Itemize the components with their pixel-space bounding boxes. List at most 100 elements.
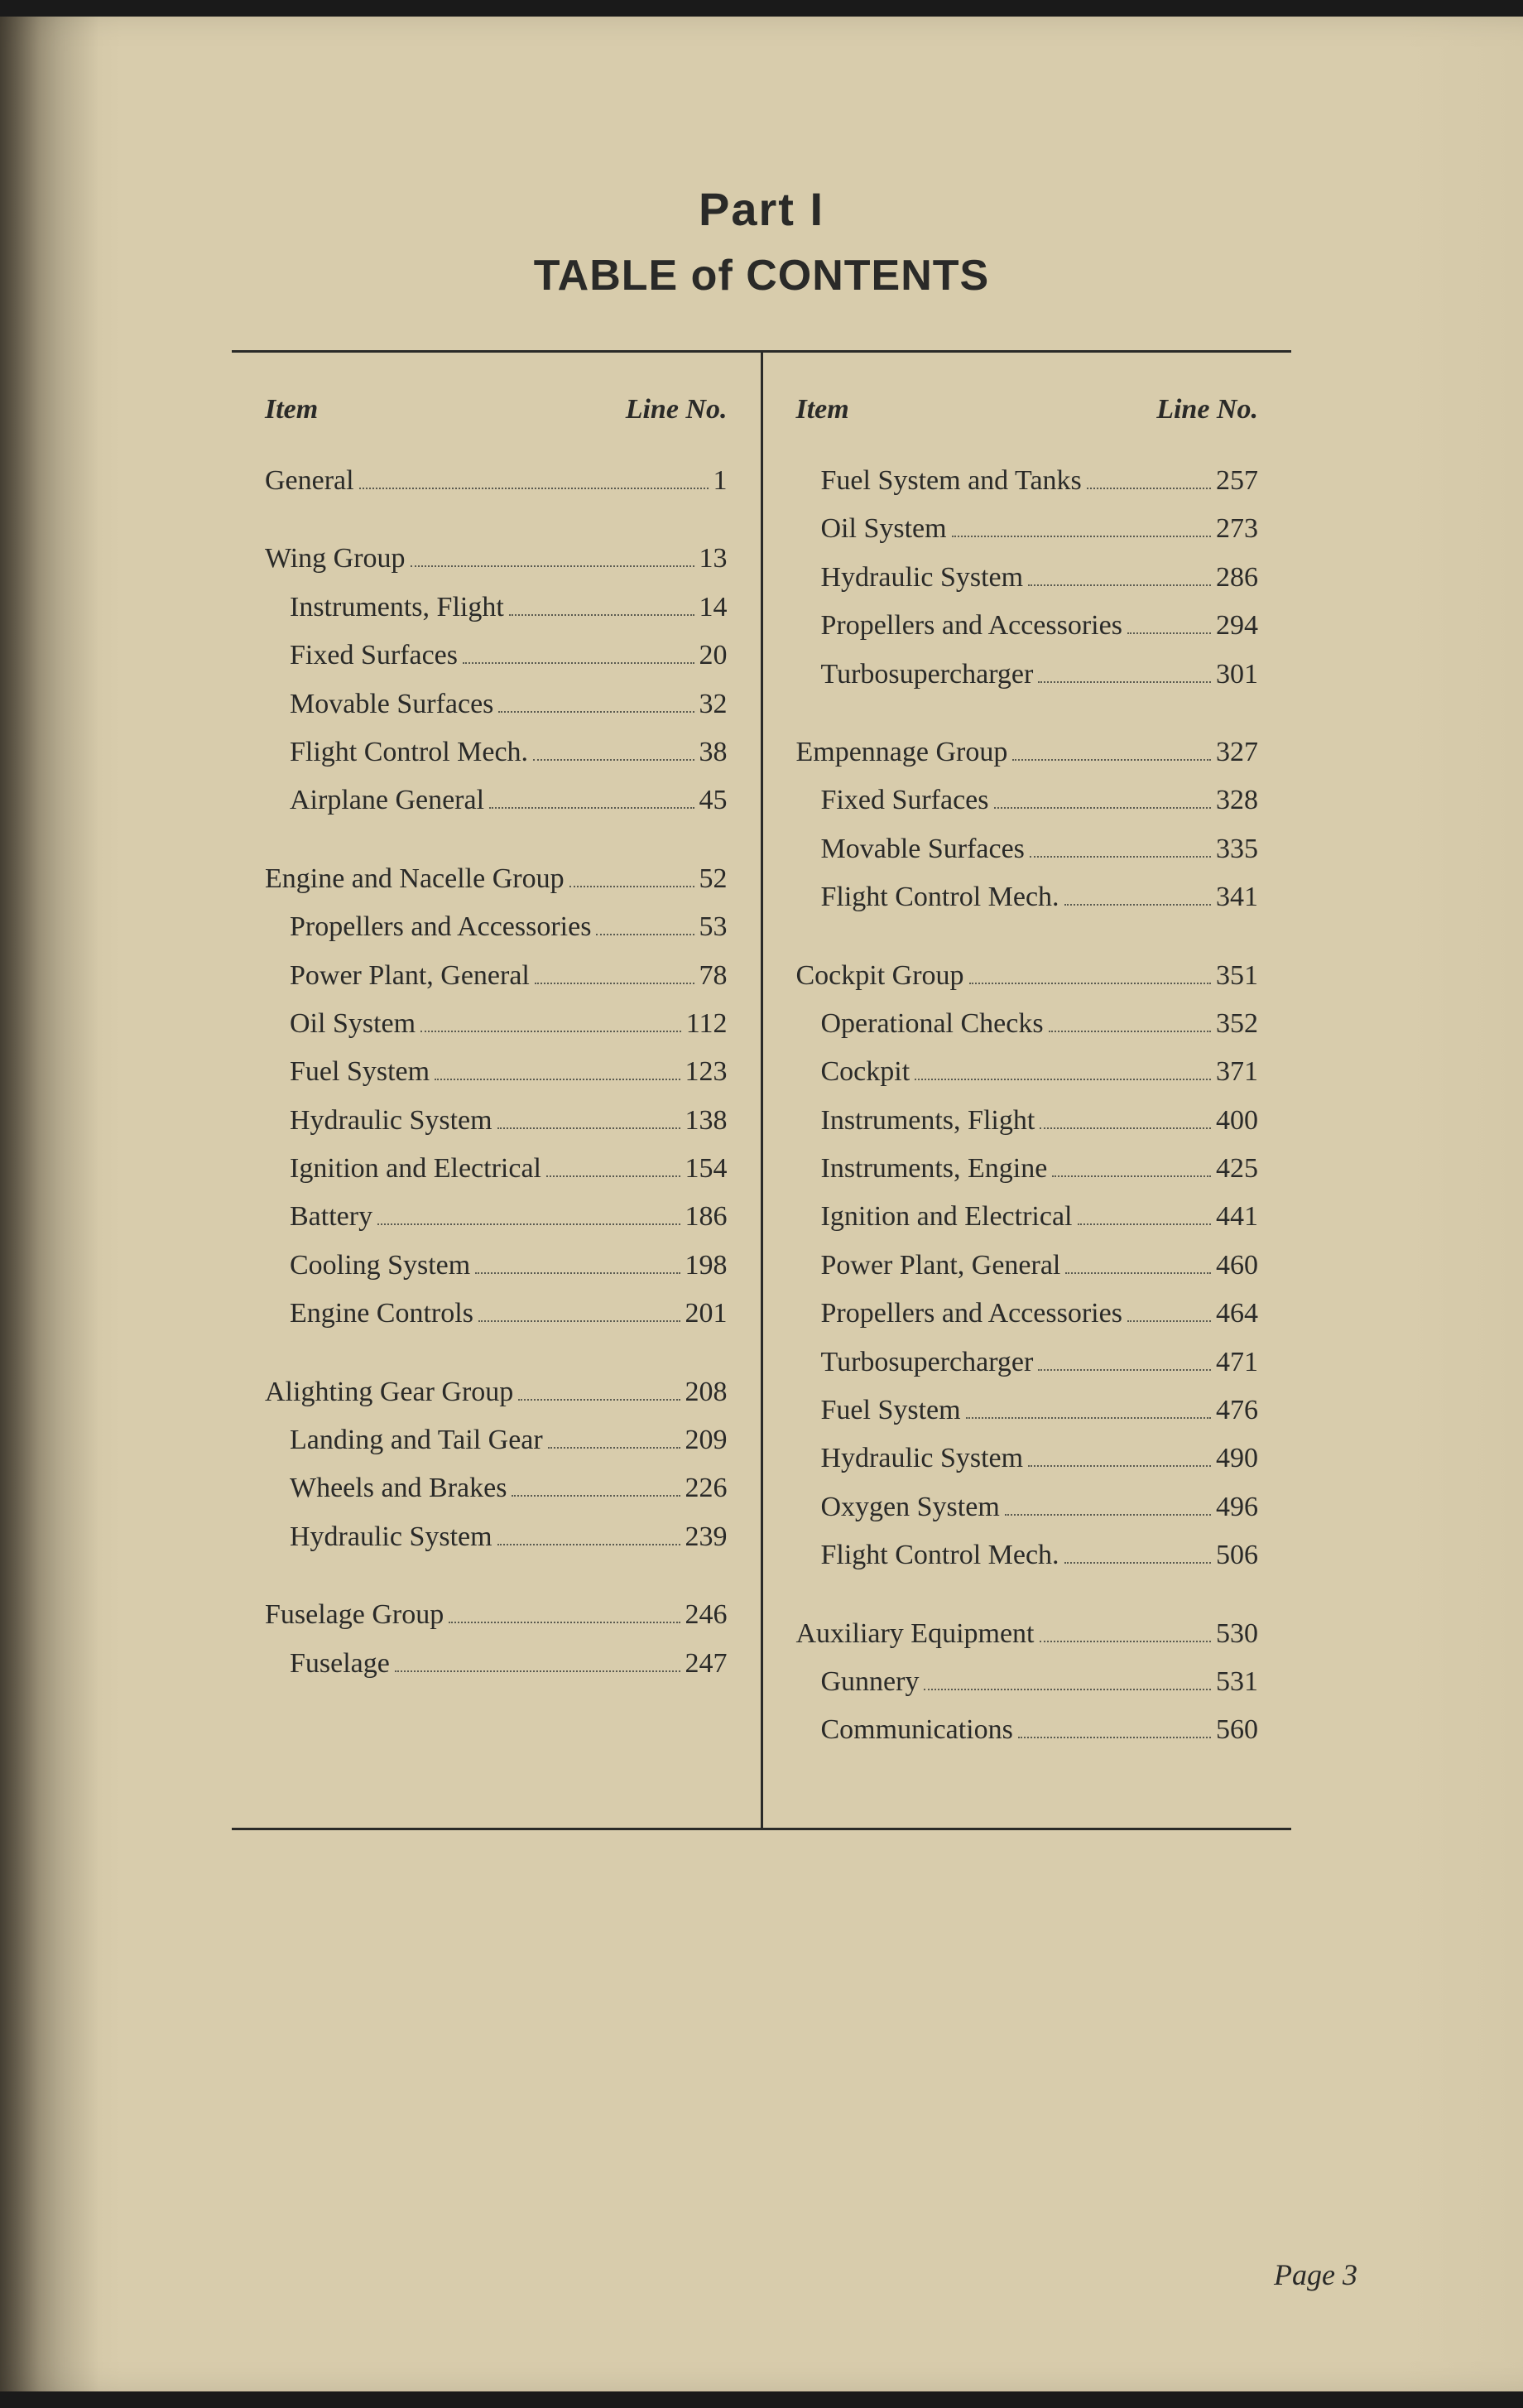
toc-entry-number: 52 bbox=[699, 857, 728, 901]
toc-entry-label: General bbox=[265, 459, 354, 503]
toc-entry-label: Engine and Nacelle Group bbox=[265, 857, 565, 901]
toc-leader-dots bbox=[533, 759, 694, 761]
toc-leader-dots bbox=[518, 1399, 680, 1401]
spine-shadow bbox=[0, 17, 99, 2391]
toc-entry-label: Flight Control Mech. bbox=[821, 875, 1059, 920]
toc-entry-number: 201 bbox=[685, 1291, 728, 1336]
toc-entry: Engine Controls201 bbox=[265, 1291, 728, 1336]
toc-entry-number: 560 bbox=[1216, 1708, 1258, 1752]
toc-entry: Cooling System 198 bbox=[265, 1243, 728, 1288]
toc-entry-number: 198 bbox=[685, 1243, 728, 1288]
toc-entry-label: Fuselage bbox=[290, 1641, 390, 1686]
toc-entry: Instruments, Flight14 bbox=[265, 585, 728, 630]
toc-entry: Oil System112 bbox=[265, 1002, 728, 1046]
toc-leader-dots bbox=[1052, 1175, 1211, 1177]
toc-entry: Movable Surfaces 335 bbox=[796, 827, 1259, 872]
toc-entry: Flight Control Mech.506 bbox=[796, 1533, 1259, 1578]
toc-entry-label: Ignition and Electrical bbox=[290, 1146, 541, 1191]
toc-entry: Turbosupercharger471 bbox=[796, 1340, 1259, 1385]
toc-leader-dots bbox=[377, 1223, 680, 1225]
document-page: Part I TABLE of CONTENTS Item Line No. G… bbox=[0, 17, 1523, 2391]
toc-entry-number: 496 bbox=[1216, 1485, 1258, 1530]
toc-entry-number: 38 bbox=[699, 730, 728, 775]
toc-entry: Propellers and Accessories294 bbox=[796, 603, 1259, 648]
toc-entry: Power Plant, General 460 bbox=[796, 1243, 1259, 1288]
toc-entry-label: Fuel System bbox=[290, 1050, 430, 1094]
toc-entry-number: 32 bbox=[699, 682, 728, 727]
toc-leader-dots bbox=[1028, 1465, 1211, 1467]
toc-entry: Battery186 bbox=[265, 1194, 728, 1239]
toc-entry-label: Hydraulic System bbox=[290, 1515, 492, 1560]
toc-leader-dots bbox=[475, 1272, 680, 1274]
toc-entry-label: Airplane General bbox=[290, 778, 484, 823]
toc-entry: Flight Control Mech.38 bbox=[265, 730, 728, 775]
toc-leader-dots bbox=[512, 1495, 680, 1497]
toc-entry-label: Fuel System and Tanks bbox=[821, 459, 1082, 503]
toc-entry: Wing Group13 bbox=[265, 536, 728, 581]
toc-entry: Hydraulic System138 bbox=[265, 1098, 728, 1143]
toc-entry: Hydraulic System 286 bbox=[796, 555, 1259, 600]
toc-entry-number: 352 bbox=[1216, 1002, 1258, 1046]
toc-entry: Fuselage247 bbox=[265, 1641, 728, 1686]
toc-entry-number: 506 bbox=[1216, 1533, 1258, 1578]
toc-entry: Flight Control Mech.341 bbox=[796, 875, 1259, 920]
toc-leader-dots bbox=[596, 934, 694, 935]
toc-entry: Hydraulic System 490 bbox=[796, 1436, 1259, 1481]
toc-entry-number: 112 bbox=[686, 1002, 728, 1046]
toc-leader-dots bbox=[497, 1127, 680, 1129]
toc-leader-dots bbox=[546, 1175, 680, 1177]
toc-entry-number: 123 bbox=[685, 1050, 728, 1094]
toc-leader-dots bbox=[1087, 488, 1211, 489]
toc-leader-dots bbox=[915, 1079, 1211, 1080]
toc-section: Fuselage Group 246Fuselage247 bbox=[265, 1593, 728, 1686]
toc-entry: Fuel System and Tanks257 bbox=[796, 459, 1259, 503]
toc-entry-label: Fuselage Group bbox=[265, 1593, 444, 1637]
toc-leader-dots bbox=[478, 1320, 680, 1322]
toc-entry-number: 226 bbox=[685, 1466, 728, 1511]
toc-entry-label: Cooling System bbox=[290, 1243, 470, 1288]
toc-entry-label: Propellers and Accessories bbox=[821, 1291, 1122, 1336]
toc-entry: Fuel System 123 bbox=[265, 1050, 728, 1094]
toc-entry: Propellers and Accessories53 bbox=[265, 905, 728, 949]
toc-entry-label: Movable Surfaces bbox=[821, 827, 1025, 872]
toc-entry-label: Turbosupercharger bbox=[821, 652, 1034, 697]
toc-entry-label: Power Plant, General bbox=[821, 1243, 1061, 1288]
toc-entry-number: 327 bbox=[1216, 730, 1258, 775]
toc-leader-dots bbox=[535, 983, 694, 984]
toc-entry-number: 490 bbox=[1216, 1436, 1258, 1481]
toc-leader-dots bbox=[463, 662, 694, 664]
page-number: Page 3 bbox=[1274, 2257, 1357, 2292]
toc-entry-label: Alighting Gear Group bbox=[265, 1370, 513, 1415]
toc-entry-number: 441 bbox=[1216, 1194, 1258, 1239]
toc-leader-dots bbox=[1064, 904, 1211, 906]
toc-container: Item Line No. General1Wing Group13Instru… bbox=[232, 350, 1291, 1830]
toc-entry-number: 530 bbox=[1216, 1612, 1258, 1656]
toc-leader-dots bbox=[489, 807, 694, 809]
toc-leader-dots bbox=[1038, 681, 1211, 683]
toc-entry-label: Ignition and Electrical bbox=[821, 1194, 1073, 1239]
toc-entry-number: 286 bbox=[1216, 555, 1258, 600]
header-item-label: Item bbox=[796, 394, 849, 425]
toc-entry: Operational Checks352 bbox=[796, 1002, 1259, 1046]
toc-leader-dots bbox=[548, 1447, 680, 1449]
toc-entry: Oil System273 bbox=[796, 507, 1259, 551]
toc-entry-label: Hydraulic System bbox=[821, 555, 1024, 600]
toc-entry-label: Wing Group bbox=[265, 536, 406, 581]
toc-entry-number: 246 bbox=[685, 1593, 728, 1637]
toc-entry: Landing and Tail Gear209 bbox=[265, 1418, 728, 1463]
toc-leader-dots bbox=[449, 1622, 680, 1623]
toc-entry: Ignition and Electrical 441 bbox=[796, 1194, 1259, 1239]
toc-leader-dots bbox=[952, 536, 1211, 537]
toc-entry-number: 460 bbox=[1216, 1243, 1258, 1288]
toc-entry-number: 335 bbox=[1216, 827, 1258, 872]
toc-entry-label: Turbosupercharger bbox=[821, 1340, 1034, 1385]
toc-entry-number: 20 bbox=[699, 633, 728, 678]
toc-leader-dots bbox=[420, 1031, 681, 1032]
toc-entry-label: Hydraulic System bbox=[821, 1436, 1024, 1481]
toc-entry: Oxygen System496 bbox=[796, 1485, 1259, 1530]
toc-leader-dots bbox=[1018, 1737, 1211, 1738]
toc-entry-label: Gunnery bbox=[821, 1660, 920, 1704]
toc-entry-number: 186 bbox=[685, 1194, 728, 1239]
toc-leader-dots bbox=[1127, 1320, 1211, 1322]
toc-entry-label: Wheels and Brakes bbox=[290, 1466, 507, 1511]
